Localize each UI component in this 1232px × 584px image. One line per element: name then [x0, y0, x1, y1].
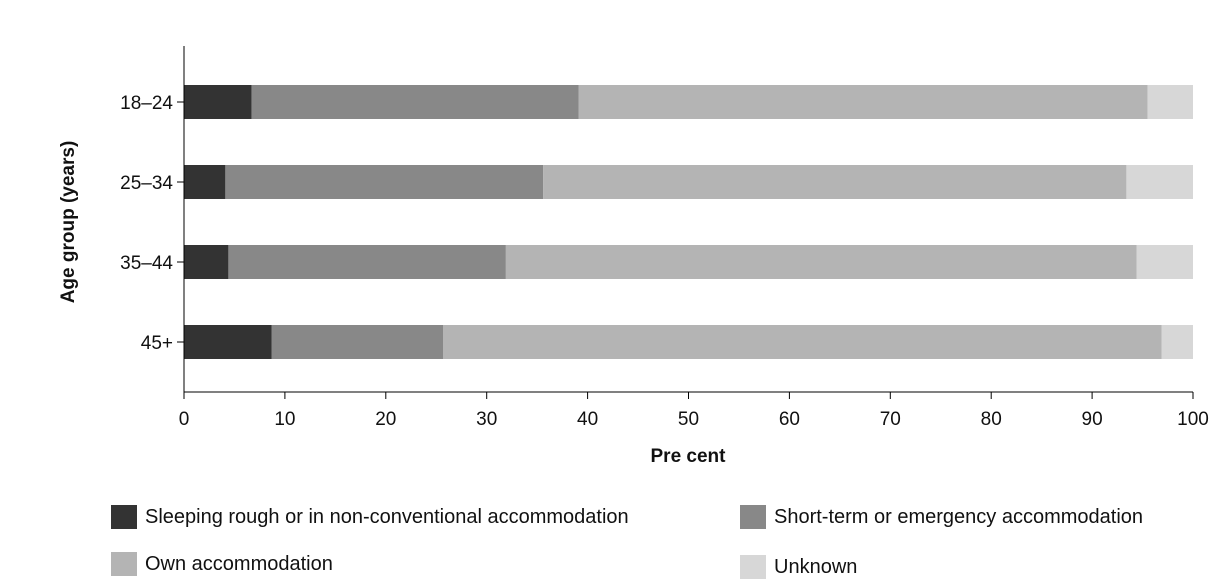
bar-segment — [184, 85, 252, 119]
bar-segment — [271, 325, 444, 359]
bar-segment — [543, 165, 1127, 199]
x-tick-label: 10 — [274, 409, 295, 430]
x-tick-label: 20 — [375, 409, 396, 430]
bar-segment — [1147, 85, 1193, 119]
x-tick-label: 90 — [1082, 409, 1103, 430]
legend-item-sleeping-rough: Sleeping rough or in non-conventional ac… — [111, 504, 629, 530]
bar-segment — [184, 165, 226, 199]
x-tick-label: 70 — [880, 409, 901, 430]
bar-segment — [1161, 325, 1193, 359]
legend-label: Short-term or emergency accommodation — [774, 505, 1144, 528]
legend-swatch — [111, 505, 137, 529]
bar-segment — [505, 245, 1137, 279]
y-axis-label: Age group (years) — [58, 141, 79, 304]
y-tick-label: 18–24 — [120, 93, 173, 114]
legend-swatch — [740, 555, 766, 579]
y-ticks-group: 18–24 25–34 35–44 45+ — [120, 93, 184, 354]
x-axis-label: Pre cent — [651, 446, 727, 467]
y-tick-label: 45+ — [141, 333, 173, 354]
legend-item-unknown: Unknown — [740, 554, 857, 580]
y-tick-label: 35–44 — [120, 253, 173, 274]
legend-swatch — [111, 552, 137, 576]
x-tick-label: 60 — [779, 409, 800, 430]
bar-segment — [225, 165, 544, 199]
legend-label: Sleeping rough or in non-conventional ac… — [145, 505, 629, 528]
legend-item-short-term: Short-term or emergency accommodation — [740, 504, 1143, 530]
legend-swatch — [740, 505, 766, 529]
legend-label: Own accommodation — [145, 552, 333, 575]
bar-segment — [1136, 245, 1193, 279]
x-tick-label: 0 — [179, 409, 190, 430]
x-tick-label: 40 — [577, 409, 598, 430]
bar-segment — [578, 85, 1148, 119]
legend-item-own-accommodation: Own accommodation — [111, 551, 333, 577]
x-tick-label: 100 — [1177, 409, 1209, 430]
bar-segment — [443, 325, 1162, 359]
x-tick-label: 50 — [678, 409, 699, 430]
x-ticks-group: 0 10 20 30 40 50 60 70 80 90 100 — [179, 392, 1209, 430]
bar-segment — [184, 325, 272, 359]
legend-label: Unknown — [774, 555, 858, 578]
x-tick-label: 80 — [981, 409, 1002, 430]
bar-segment — [228, 245, 506, 279]
bar-segment — [184, 245, 229, 279]
bar-segment — [251, 85, 579, 119]
bar-segment — [1126, 165, 1193, 199]
y-tick-label: 25–34 — [120, 173, 173, 194]
bars-group — [184, 85, 1193, 359]
x-tick-label: 30 — [476, 409, 497, 430]
